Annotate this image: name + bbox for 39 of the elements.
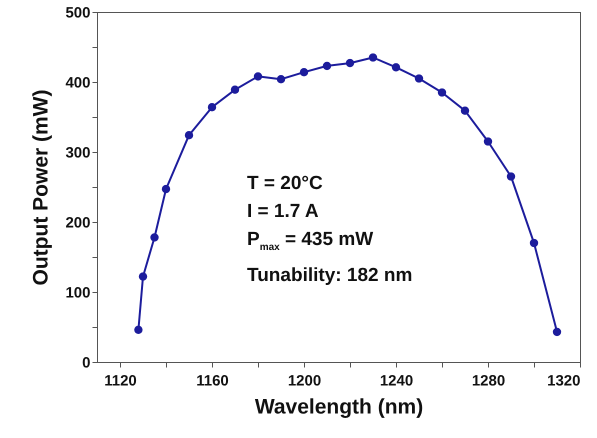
point [368, 53, 378, 62]
y-tick-label: 0 [82, 354, 90, 372]
x-tick-label: 1320 [547, 372, 580, 390]
point [162, 184, 170, 194]
x-tick-label: 1160 [196, 372, 229, 390]
x-axis-title: Wavelength (nm) [254, 396, 424, 418]
x-tick-label: 1120 [104, 372, 137, 390]
point [230, 86, 240, 94]
point [530, 238, 538, 248]
y-tick-label: 300 [65, 144, 90, 162]
point [438, 88, 446, 97]
point [138, 272, 148, 281]
annotation: Tunability: 182 nm [247, 264, 412, 288]
point [208, 103, 216, 112]
point [484, 137, 492, 146]
point [276, 75, 286, 84]
y-axis-title: Output Power (mW) [29, 90, 52, 286]
y-tick-label: 200 [65, 214, 90, 232]
y-tick-label: 500 [65, 4, 90, 22]
point [150, 233, 159, 242]
point [460, 106, 470, 115]
x-tick-label: 1200 [288, 372, 322, 390]
y-tick-label: 400 [65, 74, 90, 92]
point [300, 68, 308, 76]
y-tick-label: 100 [65, 284, 90, 302]
point [322, 62, 332, 70]
point [392, 63, 400, 72]
point [134, 326, 143, 334]
point [414, 74, 424, 83]
annotation: T = 20°C [247, 172, 324, 196]
point [552, 328, 562, 336]
x-tick-label: 1240 [380, 372, 414, 390]
point [346, 58, 354, 68]
point [506, 172, 516, 181]
point [254, 72, 262, 81]
annotation: I = 1.7 A [247, 200, 320, 224]
point [184, 131, 194, 140]
annotation: P$_{max}$ = 435 mW [247, 228, 374, 255]
x-tick-label: 1280 [472, 372, 506, 390]
